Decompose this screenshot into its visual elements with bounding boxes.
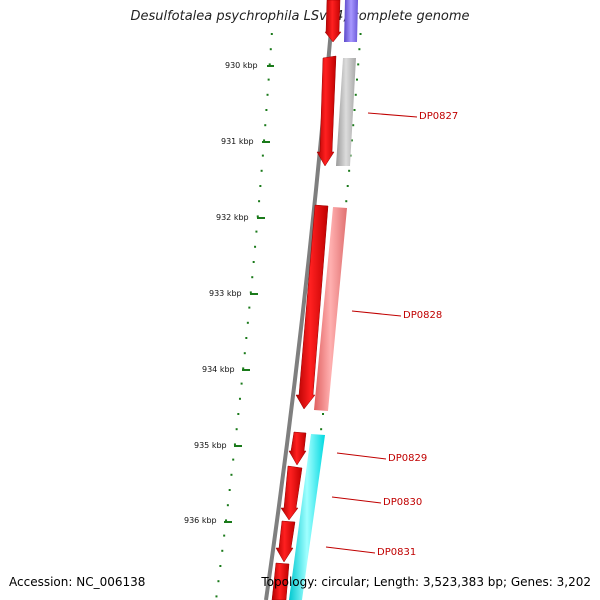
inner-scale-dots	[215, 33, 273, 598]
gene-label-dp0829[interactable]: DP0829	[388, 453, 427, 464]
scale-label: 935 kbp	[194, 441, 227, 450]
gene-arrow[interactable]	[271, 562, 290, 600]
cds-block-cyan[interactable]	[289, 434, 325, 600]
scale-label: 930 kbp	[225, 61, 258, 70]
cds-track	[289, 0, 358, 600]
gene-label-dp0830[interactable]: DP0830	[383, 497, 422, 508]
gene-arrow[interactable]	[316, 55, 337, 167]
scale-label: 936 kbp	[184, 516, 217, 525]
gene-arrow[interactable]	[275, 520, 296, 563]
cds-block-blue[interactable]	[344, 0, 358, 42]
gene-label-dp0828[interactable]: DP0828	[403, 310, 442, 321]
scale-label: 932 kbp	[216, 213, 249, 222]
genome-summary-text: Topology: circular; Length: 3,523,383 bp…	[261, 575, 591, 589]
scale-label: 933 kbp	[209, 289, 242, 298]
scale-label: 931 kbp	[221, 137, 254, 146]
gene-track	[271, 0, 342, 600]
gene-labels: DP0827 DP0828 DP0829 DP0830 DP0831	[377, 111, 458, 558]
cds-block-pink[interactable]	[314, 207, 347, 411]
gene-arrow[interactable]	[295, 204, 329, 410]
accession-text: Accession: NC_006138	[9, 575, 146, 589]
label-leaders	[325, 112, 418, 554]
gene-arrow[interactable]	[280, 465, 303, 521]
cds-block-grey[interactable]	[336, 58, 356, 166]
scale-major-ticks	[224, 65, 274, 523]
gene-label-dp0827[interactable]: DP0827	[419, 111, 458, 122]
scale-labels: 930 kbp 931 kbp 932 kbp 933 kbp 934 kbp …	[184, 61, 258, 525]
gene-arrow[interactable]	[288, 431, 307, 466]
gene-label-dp0831[interactable]: DP0831	[377, 547, 416, 558]
scale-label: 934 kbp	[202, 365, 235, 374]
gene-arrow[interactable]	[324, 0, 342, 43]
map-title: Desulfotalea psychrophila LSv54, complet…	[130, 9, 470, 24]
